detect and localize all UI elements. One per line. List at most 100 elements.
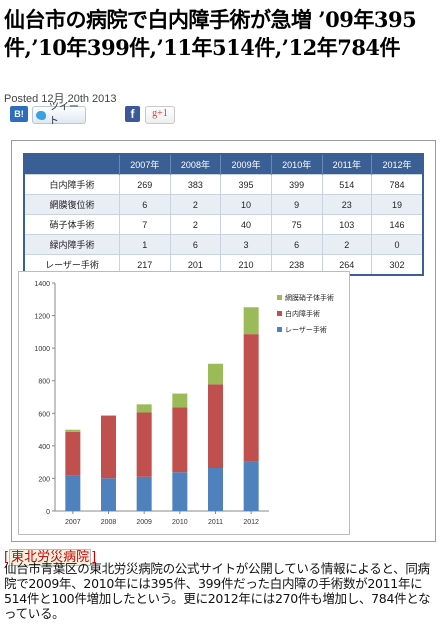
bar-segment (208, 363, 223, 385)
bar-segment (136, 476, 152, 511)
source-reference: [東北労災病院] (4, 546, 96, 566)
table-cell: 0 (371, 234, 423, 255)
row-label: 緑内障手術 (24, 234, 120, 255)
table-cell: 238 (270, 254, 322, 275)
table-cell: 19 (371, 194, 423, 215)
table-cell: 7 (119, 214, 171, 235)
bar-segment (65, 475, 81, 511)
table-cell: 2 (321, 234, 372, 255)
hatena-bookmark-button[interactable]: B! (10, 106, 28, 122)
x-tick-label: 2012 (243, 519, 259, 526)
table-cell: 6 (169, 234, 221, 255)
y-tick-label: 200 (38, 476, 50, 483)
article-title: 仙台市の病院で白内障手術が急増 ’09年395件,’10年399件,’11年51… (4, 7, 417, 60)
table-cell: 302 (371, 254, 423, 275)
bar-segment (136, 404, 152, 413)
table-cell: 784 (371, 174, 423, 195)
table-cell: 383 (169, 174, 221, 195)
table-header-cell: 2008年 (169, 154, 221, 175)
table-row: 硝子体手術 7 2 40 75 103 146 (24, 214, 423, 235)
table-cell: 23 (321, 194, 372, 215)
table-header-cell: 2011年 (321, 154, 372, 175)
x-tick-label: 2009 (136, 519, 152, 526)
article-body: 仙台市青葉区の東北労災病院の公式サイトが公開している情報によると、同病院で200… (4, 561, 431, 621)
chart-svg: 0 200 400 600 800 1000 1200 1400 2007 2008 2009 201… (34, 281, 334, 526)
table-header-cell: 2012年 (371, 154, 423, 175)
table-cell: 9 (270, 194, 322, 215)
source-link[interactable]: 東北労災病院 (9, 549, 92, 566)
x-tick-label: 2007 (65, 519, 81, 526)
table-cell: 210 (220, 254, 272, 275)
table-row: 白内障手術 269 383 395 399 514 784 (24, 174, 423, 195)
row-label: 白内障手術 (24, 174, 120, 195)
table-cell: 399 (270, 174, 322, 195)
surgery-table: 2007年 2008年 2009年 2010年 2011年 2012年 白内障手… (23, 153, 424, 276)
bar-segment (208, 384, 223, 469)
y-tick-label: 1000 (34, 346, 50, 353)
table-cell: 75 (270, 214, 322, 235)
y-tick-label: 800 (38, 379, 50, 386)
table-cell: 269 (119, 174, 171, 195)
bar-segment (172, 472, 188, 511)
y-tick-label: 0 (46, 509, 50, 516)
bar-segment (243, 334, 259, 462)
stacked-bar-chart: 0 200 400 600 800 1000 1200 1400 2007 2008 2009 201… (18, 271, 350, 535)
table-cell: 6 (270, 234, 322, 255)
source-bracket-open: [ (4, 550, 10, 565)
table-cell: 201 (169, 254, 221, 275)
article-figure: 2007年 2008年 2009年 2010年 2011年 2012年 白内障手… (11, 140, 436, 542)
twitter-bird-icon (36, 110, 46, 120)
google-plus-button[interactable]: g+1 (145, 106, 175, 124)
bar-segment (65, 429, 81, 432)
table-cell: 2 (169, 214, 221, 235)
bar-segment (101, 415, 116, 416)
table-header-cell: 2010年 (270, 154, 322, 175)
bar-segment (243, 307, 259, 335)
table-cell: 264 (321, 254, 372, 275)
bar-segment (136, 412, 152, 477)
table-cell: 10 (220, 194, 272, 215)
table-header-cell (24, 154, 120, 175)
table-cell: 40 (220, 214, 272, 235)
bar-segment (101, 478, 116, 511)
table-cell: 6 (119, 194, 171, 215)
table-cell: 217 (119, 254, 171, 275)
x-tick-label: 2008 (101, 519, 117, 526)
legend-swatch (277, 295, 282, 300)
table-cell: 395 (220, 174, 272, 195)
y-tick-label: 1400 (34, 281, 50, 288)
table-cell: 514 (321, 174, 372, 195)
row-label: 硝子体手術 (24, 214, 120, 235)
row-label: 網膜復位術 (24, 194, 120, 215)
tweet-button[interactable]: ツイート (32, 102, 86, 127)
table-header-cell: 2009年 (220, 154, 272, 175)
legend-label: 白内障手術 (285, 309, 320, 318)
y-tick-label: 1200 (34, 314, 50, 321)
bar-segment (65, 431, 81, 476)
legend-label: 網膜硝子体手術 (285, 293, 334, 302)
y-tick-label: 600 (38, 411, 50, 418)
table-row: レーザー手術 217 201 210 238 264 302 (24, 254, 423, 275)
table-cell: 1 (119, 234, 171, 255)
bar-segment (243, 461, 259, 511)
facebook-share-button[interactable]: f (125, 106, 140, 122)
table-cell: 3 (220, 234, 272, 255)
bar-segment (101, 415, 116, 479)
bar-segment (172, 393, 188, 408)
table-row: 緑内障手術 1 6 3 6 2 0 (24, 234, 423, 255)
table-header-cell: 2007年 (119, 154, 171, 175)
x-tick-label: 2010 (172, 519, 188, 526)
bar-segment (172, 407, 188, 473)
tweet-label: ツイート (48, 102, 79, 127)
legend-label: レーザー手術 (285, 325, 327, 334)
bar-segment (208, 468, 223, 511)
legend-swatch (277, 311, 282, 316)
posted-date: Posted 12月 20th 2013 (4, 93, 117, 105)
table-cell: 2 (169, 194, 221, 215)
table-cell: 146 (371, 214, 423, 235)
table-cell: 103 (321, 214, 372, 235)
table-row: 網膜復位術 6 2 10 9 23 19 (24, 194, 423, 215)
row-label: レーザー手術 (24, 254, 120, 275)
table-header-row: 2007年 2008年 2009年 2010年 2011年 2012年 (24, 154, 423, 175)
legend-swatch (277, 327, 282, 332)
